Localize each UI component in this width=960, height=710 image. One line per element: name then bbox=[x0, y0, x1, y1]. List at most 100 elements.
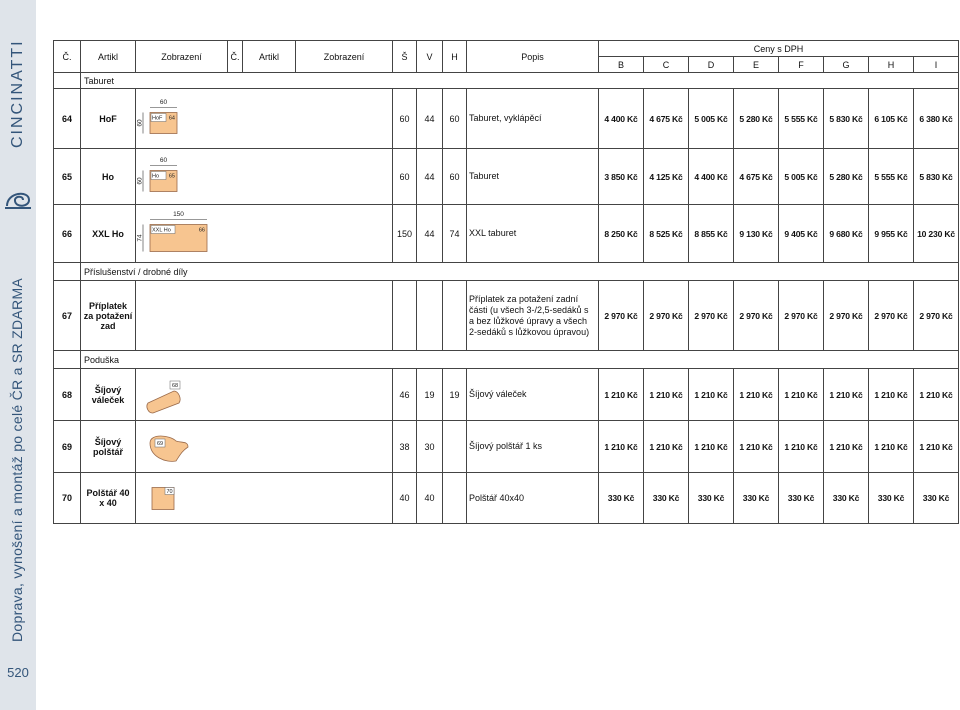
drawing-label: Ho bbox=[152, 173, 159, 179]
drawing-badge: 69 bbox=[157, 440, 163, 446]
item-image: 70 bbox=[135, 472, 393, 524]
item-number: 68 bbox=[53, 368, 81, 421]
price: 330 Kč bbox=[598, 472, 644, 524]
price: 1 210 Kč bbox=[688, 420, 734, 473]
item-row: 70 Polštář 40 x 40 70 40 40 Polštář 40x40 330 … bbox=[53, 472, 960, 524]
price: 2 970 Kč bbox=[733, 280, 779, 351]
dimension: 60 bbox=[392, 148, 417, 205]
label-box bbox=[150, 112, 167, 122]
item-article: Polštář 40 x 40 bbox=[80, 472, 136, 524]
price: 330 Kč bbox=[733, 472, 779, 524]
description: Šíjový polštář 1 ks bbox=[466, 420, 599, 473]
price-column-header: F bbox=[778, 56, 824, 73]
height-label: 60 bbox=[137, 119, 144, 127]
price: 330 Kč bbox=[688, 472, 734, 524]
dimension: 38 bbox=[392, 420, 417, 473]
column-header: H bbox=[442, 40, 467, 73]
item-image: 150 74 XXL Ho 66 bbox=[135, 204, 393, 263]
price: 1 210 Kč bbox=[778, 420, 824, 473]
dimension: 44 bbox=[416, 204, 443, 263]
width-label: 60 bbox=[160, 157, 168, 164]
cell bbox=[53, 72, 81, 89]
price-table: Č. Artikl Zobrazení Č. Artikl Zobrazení Š V H Pop… bbox=[53, 40, 960, 524]
dimension: 60 bbox=[442, 148, 467, 205]
item-row: 66 XXL Ho 150 74 XXL Ho 66 150 44 74 XXL taburet 8… bbox=[53, 204, 960, 263]
price: 5 280 Kč bbox=[733, 88, 779, 149]
section-title: Poduška bbox=[79, 350, 960, 369]
dimension bbox=[416, 280, 443, 351]
price: 2 970 Kč bbox=[823, 280, 869, 351]
drawing-badge: 66 bbox=[199, 227, 205, 233]
badge-box bbox=[154, 438, 166, 447]
badge-box bbox=[164, 486, 175, 495]
drawing: 60 60 HoF 64 bbox=[137, 99, 178, 134]
dimension bbox=[442, 472, 467, 524]
item-row: 65 Ho 60 60 Ho 65 60 44 60 Taburet 3 850 Kč 4 125 K… bbox=[53, 148, 960, 205]
price: 5 830 Kč bbox=[912, 148, 960, 205]
item-number: 66 bbox=[53, 204, 81, 263]
item-article: Příplatek za potažení zad bbox=[80, 280, 136, 351]
price: 1 210 Kč bbox=[643, 368, 689, 421]
drawing-badge: 70 bbox=[166, 488, 172, 494]
width-label: 60 bbox=[160, 99, 168, 106]
price: 8 250 Kč bbox=[598, 204, 644, 263]
logo-icon bbox=[5, 192, 31, 209]
item-number: 65 bbox=[53, 148, 81, 205]
height-label: 60 bbox=[137, 177, 144, 185]
drawing: 60 60 Ho 65 bbox=[137, 157, 178, 192]
price: 4 400 Kč bbox=[688, 148, 734, 205]
price: 9 405 Kč bbox=[778, 204, 824, 263]
item-article: HoF bbox=[80, 88, 136, 149]
price: 2 970 Kč bbox=[598, 280, 644, 351]
width-label: 150 bbox=[173, 211, 184, 218]
price: 9 680 Kč bbox=[823, 204, 869, 263]
drawing-label: XXL Ho bbox=[152, 227, 171, 233]
dimension bbox=[442, 420, 467, 473]
price: 2 970 Kč bbox=[688, 280, 734, 351]
price: 8 855 Kč bbox=[688, 204, 734, 263]
label-box bbox=[150, 170, 167, 180]
price: 1 210 Kč bbox=[868, 420, 914, 473]
column-header: Č. bbox=[53, 40, 81, 73]
brand: CINCINATTI bbox=[9, 39, 26, 148]
column-header: Zobrazení bbox=[295, 40, 393, 73]
drawing-badge: 65 bbox=[169, 173, 175, 179]
price: 5 830 Kč bbox=[823, 88, 869, 149]
price: 1 210 Kč bbox=[912, 368, 960, 421]
item-number: 70 bbox=[53, 472, 81, 524]
price: 1 210 Kč bbox=[868, 368, 914, 421]
price-column-header: H bbox=[868, 56, 914, 73]
description: Taburet bbox=[466, 148, 599, 205]
drawing: 68 bbox=[146, 380, 181, 413]
item-image: 68 bbox=[135, 368, 393, 421]
price: 8 525 Kč bbox=[643, 204, 689, 263]
section-row: Taburet bbox=[53, 72, 960, 89]
price: 5 005 Kč bbox=[778, 148, 824, 205]
dimension: 44 bbox=[416, 148, 443, 205]
dimension: 46 bbox=[392, 368, 417, 421]
item-number: 69 bbox=[53, 420, 81, 473]
dimension: 150 bbox=[392, 204, 417, 263]
price-group-header: Ceny s DPH bbox=[597, 40, 960, 57]
dimension: 44 bbox=[416, 88, 443, 149]
column-header: V bbox=[416, 40, 443, 73]
price: 1 210 Kč bbox=[598, 368, 644, 421]
drawing: 69 bbox=[149, 435, 189, 462]
label-box bbox=[150, 224, 176, 234]
sidebar: CINCINATTI Doprava, vynošení a montáž po… bbox=[0, 0, 36, 710]
price: 330 Kč bbox=[643, 472, 689, 524]
price-column-header: C bbox=[643, 56, 689, 73]
dimension bbox=[392, 280, 417, 351]
price: 1 210 Kč bbox=[733, 368, 779, 421]
item-number: 67 bbox=[53, 280, 81, 351]
dimension: 40 bbox=[416, 472, 443, 524]
section-row: Příslušenství / drobné díly bbox=[53, 262, 960, 281]
dimension: 30 bbox=[416, 420, 443, 473]
cell bbox=[53, 262, 81, 281]
price: 1 210 Kč bbox=[643, 420, 689, 473]
price: 5 555 Kč bbox=[778, 88, 824, 149]
dimension: 19 bbox=[442, 368, 467, 421]
height-label: 74 bbox=[137, 234, 144, 242]
